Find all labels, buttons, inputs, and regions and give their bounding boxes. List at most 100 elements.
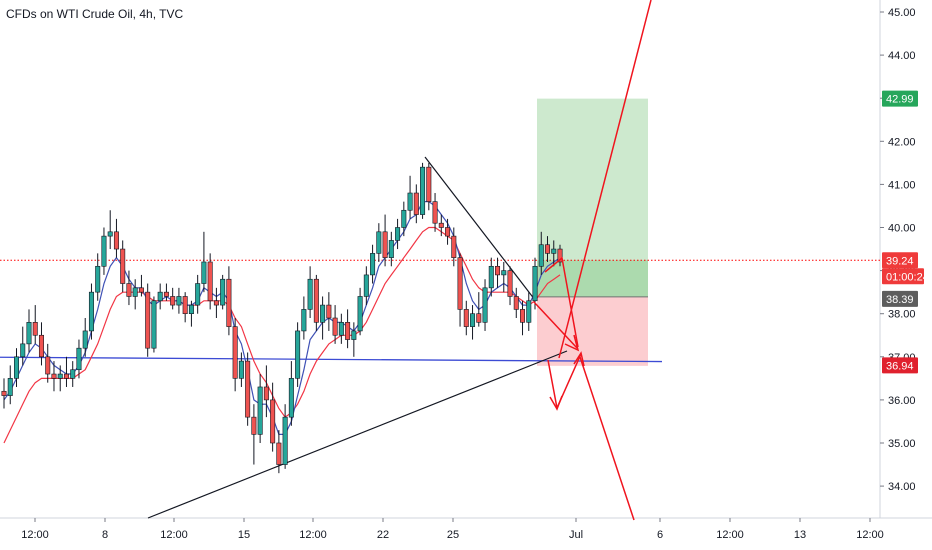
- candle-up[interactable]: [88, 291, 94, 332]
- candle-up[interactable]: [395, 227, 401, 241]
- candle-down[interactable]: [276, 442, 282, 465]
- candle-up[interactable]: [488, 265, 494, 289]
- candle-down[interactable]: [513, 296, 519, 310]
- zigzag-arrow[interactable]: [544, 256, 579, 348]
- candle-up[interactable]: [376, 231, 382, 254]
- candle-up[interactable]: [70, 369, 76, 379]
- candle-down[interactable]: [245, 360, 251, 418]
- candle-up[interactable]: [295, 330, 301, 379]
- candle-up[interactable]: [401, 209, 407, 228]
- candle-down[interactable]: [138, 287, 144, 293]
- candle-up[interactable]: [538, 244, 544, 267]
- candle-up[interactable]: [363, 274, 369, 297]
- candle-up[interactable]: [238, 360, 244, 379]
- candle-up[interactable]: [320, 304, 326, 323]
- candle-down[interactable]: [507, 270, 513, 297]
- candle-up[interactable]: [157, 291, 163, 302]
- falling-trend-line[interactable]: [424, 156, 536, 301]
- candle-down[interactable]: [182, 296, 188, 314]
- candle-up[interactable]: [26, 322, 32, 345]
- candle-up[interactable]: [132, 287, 138, 297]
- candle-up[interactable]: [176, 296, 182, 306]
- candle-down[interactable]: [495, 265, 501, 276]
- candle-up[interactable]: [282, 416, 288, 465]
- candle-up[interactable]: [357, 296, 363, 332]
- candle-down[interactable]: [463, 309, 469, 327]
- time-axis[interactable]: 12:00 8 12:00 15 12:00 22 25 Jul 6 12:00 13 12:00: [21, 518, 884, 541]
- candle-up[interactable]: [195, 283, 201, 306]
- candle-down[interactable]: [207, 261, 213, 302]
- candle-up[interactable]: [482, 287, 488, 323]
- candle-up[interactable]: [551, 248, 557, 254]
- candle-up[interactable]: [370, 253, 376, 276]
- candle-up[interactable]: [13, 356, 19, 379]
- rising-trend-line[interactable]: [147, 350, 568, 519]
- candle-down[interactable]: [120, 248, 126, 284]
- candle-down[interactable]: [345, 322, 351, 340]
- candle-down[interactable]: [213, 300, 219, 306]
- candle-down[interactable]: [63, 373, 69, 379]
- candle-up[interactable]: [7, 378, 13, 396]
- candle-down[interactable]: [263, 386, 269, 401]
- candle-up[interactable]: [220, 278, 226, 306]
- candle-down[interactable]: [232, 326, 238, 379]
- support-line[interactable]: [0, 356, 663, 363]
- candle-down[interactable]: [226, 278, 232, 327]
- candle-up[interactable]: [407, 192, 413, 211]
- candle-up[interactable]: [420, 166, 426, 215]
- candle-up[interactable]: [107, 231, 113, 237]
- candle-up[interactable]: [288, 378, 294, 418]
- candle-up[interactable]: [470, 313, 476, 327]
- projection-arrows[interactable]: [533, 0, 652, 521]
- candle-down[interactable]: [438, 222, 444, 228]
- candle-down[interactable]: [457, 257, 463, 310]
- candle-down[interactable]: [451, 235, 457, 258]
- candle-up[interactable]: [301, 309, 307, 332]
- candle-down[interactable]: [113, 231, 119, 250]
- drop-arrow[interactable]: [533, 301, 578, 349]
- candle-down[interactable]: [326, 304, 332, 319]
- candle-up[interactable]: [201, 261, 207, 284]
- candle-up[interactable]: [188, 304, 194, 314]
- stop-zone[interactable]: [537, 296, 648, 366]
- candle-up[interactable]: [307, 278, 313, 310]
- candle-up[interactable]: [338, 322, 344, 336]
- candle-down[interactable]: [38, 334, 44, 358]
- candle-up[interactable]: [82, 330, 88, 349]
- candle-up[interactable]: [501, 270, 507, 276]
- candle-down[interactable]: [476, 313, 482, 323]
- candle-up[interactable]: [388, 240, 394, 258]
- candle-down[interactable]: [545, 244, 551, 254]
- candle-up[interactable]: [95, 265, 101, 293]
- up-projection-arrow[interactable]: [558, 0, 652, 359]
- candle-up[interactable]: [257, 386, 263, 435]
- candle-down[interactable]: [445, 227, 451, 237]
- candle-down[interactable]: [313, 278, 319, 323]
- candle-up[interactable]: [351, 330, 357, 340]
- candle-down[interactable]: [520, 309, 526, 323]
- candle-up[interactable]: [532, 265, 538, 302]
- candle-up[interactable]: [20, 343, 26, 358]
- down-projection-arrow[interactable]: [579, 356, 635, 521]
- candle-down[interactable]: [270, 399, 276, 444]
- candles[interactable]: [1, 162, 563, 474]
- candle-down[interactable]: [163, 291, 169, 297]
- candle-up[interactable]: [57, 373, 63, 379]
- candle-down[interactable]: [170, 296, 176, 306]
- candle-up[interactable]: [101, 235, 107, 267]
- candle-down[interactable]: [51, 373, 57, 379]
- candle-down[interactable]: [1, 390, 7, 396]
- candle-down[interactable]: [557, 248, 563, 263]
- candle-down[interactable]: [32, 322, 38, 336]
- candle-up[interactable]: [151, 300, 157, 349]
- candle-down[interactable]: [126, 283, 132, 297]
- candle-down[interactable]: [251, 416, 257, 435]
- candle-down[interactable]: [145, 291, 151, 349]
- candle-down[interactable]: [45, 356, 51, 375]
- candle-up[interactable]: [76, 347, 82, 371]
- candle-down[interactable]: [426, 166, 432, 202]
- candle-down[interactable]: [413, 192, 419, 215]
- candle-down[interactable]: [432, 201, 438, 224]
